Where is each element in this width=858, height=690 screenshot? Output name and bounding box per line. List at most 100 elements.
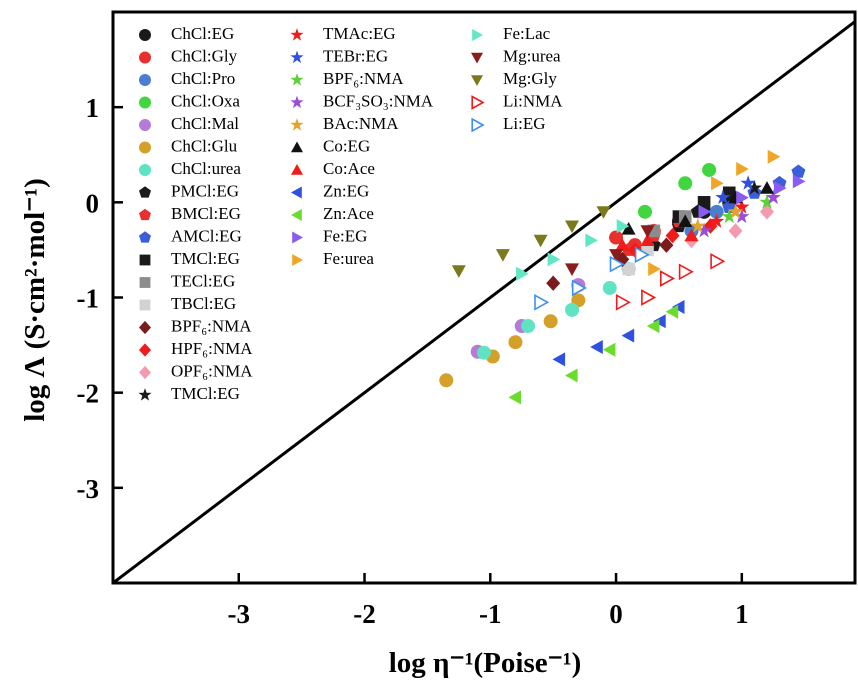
legend-marker xyxy=(290,73,304,86)
data-point xyxy=(543,314,558,329)
data-point xyxy=(616,219,630,234)
y-axis-label: log Λ (S·cm²·mol⁻¹) xyxy=(19,178,51,422)
data-point xyxy=(760,204,774,220)
legend-label: Zn:EG xyxy=(323,181,369,200)
data-point xyxy=(740,175,756,190)
data-point xyxy=(727,203,744,219)
legend-marker xyxy=(139,141,151,154)
y-tick-label: 1 xyxy=(86,93,100,123)
data-point xyxy=(760,181,774,194)
legend-label: ChCl:Glu xyxy=(171,136,238,155)
legend-label: Mg:Gly xyxy=(503,69,557,88)
legend-marker xyxy=(139,343,151,357)
legend-marker xyxy=(139,29,151,41)
legend-label: AMCl:EG xyxy=(171,226,242,245)
data-point xyxy=(690,218,706,233)
legend-marker xyxy=(471,52,483,64)
data-point xyxy=(765,189,781,205)
legend-label: Co:Ace xyxy=(323,159,375,178)
data-point xyxy=(585,233,598,248)
data-point xyxy=(609,255,625,273)
legend-label: OPF₆:NMA xyxy=(171,361,253,380)
data-point xyxy=(641,289,657,306)
data-point xyxy=(571,279,587,297)
legend-label: BPF₆:NMA xyxy=(323,69,404,88)
x-tick-label: -2 xyxy=(353,599,376,629)
data-point xyxy=(684,228,699,242)
legend-label: BPF₆:NMA xyxy=(171,316,252,335)
data-point xyxy=(495,249,510,262)
legend-marker xyxy=(291,141,303,153)
legend-marker xyxy=(139,119,151,131)
data-point xyxy=(678,176,693,191)
legend-label: Co:EG xyxy=(323,136,370,155)
legend-label: TECl:EG xyxy=(171,271,235,290)
legend-marker xyxy=(139,365,151,380)
legend-marker xyxy=(292,231,303,244)
data-point xyxy=(696,222,712,238)
legend-marker xyxy=(471,117,485,133)
legend-label: ChCl:Pro xyxy=(171,69,235,88)
data-point xyxy=(736,162,749,176)
data-point xyxy=(640,225,655,238)
data-point xyxy=(698,204,712,219)
data-point xyxy=(590,340,603,354)
data-point xyxy=(516,266,529,281)
legend-label: TMCl:EG xyxy=(171,384,240,403)
data-point xyxy=(792,174,806,189)
data-point xyxy=(534,293,550,311)
legend-label: Fe:EG xyxy=(323,226,367,245)
data-point xyxy=(615,293,631,311)
data-point xyxy=(602,280,617,295)
data-point xyxy=(646,319,660,334)
y-tick-label: -1 xyxy=(77,284,100,314)
data-point xyxy=(665,304,679,319)
data-point xyxy=(609,230,624,245)
legend-marker xyxy=(139,74,151,86)
legend-label: TEBr:EG xyxy=(323,46,388,65)
legend-label: Zn:Ace xyxy=(323,204,374,223)
legend-marker xyxy=(290,28,304,41)
x-tick-label: -3 xyxy=(228,599,251,629)
data-point xyxy=(565,302,580,317)
legend-label: TMCl:EG xyxy=(171,249,240,268)
legend-marker xyxy=(139,277,151,288)
legend-marker xyxy=(139,320,151,335)
data-point xyxy=(621,328,635,343)
legend-marker xyxy=(290,50,304,64)
legend-label: TMAc:EG xyxy=(323,24,396,43)
data-point xyxy=(622,262,635,276)
legend-marker xyxy=(291,186,302,199)
data-point xyxy=(736,190,749,205)
legend-marker xyxy=(290,95,304,109)
legend-marker xyxy=(139,208,151,221)
y-tick-label: 0 xyxy=(86,188,100,218)
legend-marker xyxy=(472,29,483,41)
legend-label: HPF₆:NMA xyxy=(171,339,253,358)
legend-label: ChCl:Mal xyxy=(171,114,239,133)
data-point xyxy=(721,189,737,205)
legend-marker xyxy=(291,209,302,221)
legend-marker xyxy=(291,164,303,175)
legend-marker xyxy=(139,51,151,64)
data-point xyxy=(767,149,781,164)
legend-label: Li:NMA xyxy=(503,91,563,110)
data-point xyxy=(508,335,523,350)
legend-marker xyxy=(138,388,152,401)
data-point xyxy=(615,238,630,251)
data-point xyxy=(697,196,711,209)
data-point xyxy=(773,181,787,196)
data-point xyxy=(477,345,491,360)
data-point xyxy=(508,390,521,405)
data-point xyxy=(728,223,743,239)
data-point xyxy=(747,185,762,199)
data-point xyxy=(734,199,750,214)
legend-marker xyxy=(139,186,151,198)
data-point xyxy=(659,237,674,253)
legend-label: Mg:urea xyxy=(503,46,561,65)
data-point xyxy=(602,342,616,357)
legend-marker xyxy=(139,231,151,243)
legend-marker xyxy=(471,95,485,110)
legend-label: Li:EG xyxy=(503,114,546,133)
